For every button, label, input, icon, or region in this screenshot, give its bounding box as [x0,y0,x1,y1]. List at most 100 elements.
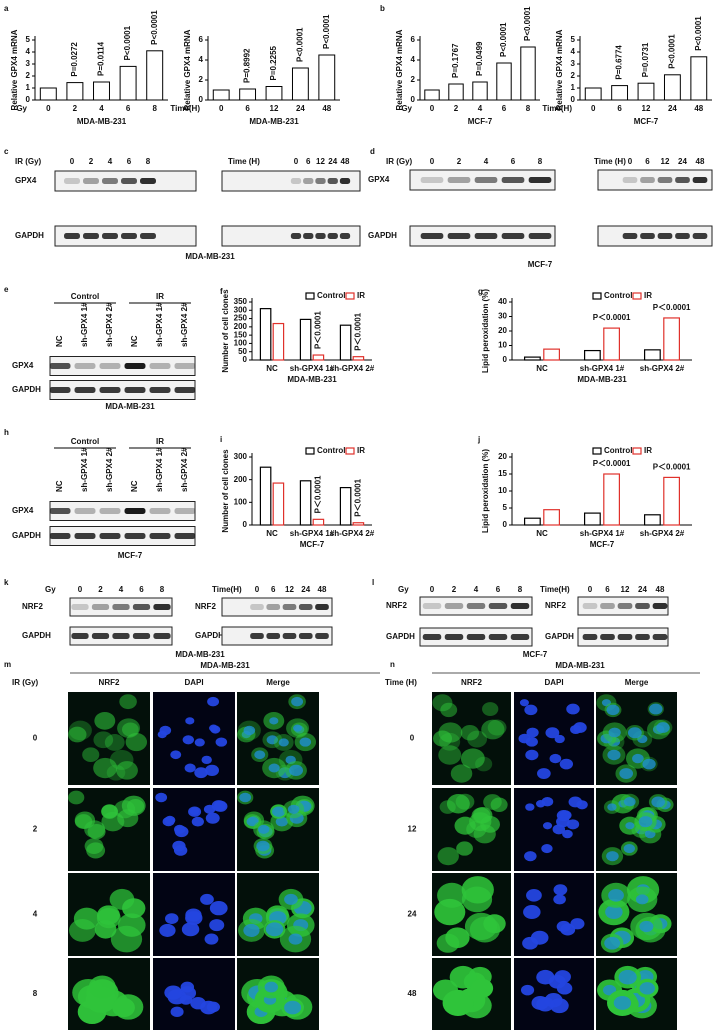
p-value: P<0.0001 [523,6,532,41]
blot-band [488,603,508,609]
lane-label: sh-GPX4 1# [155,447,164,492]
cell-nrf2 [461,886,493,913]
cell-nucleus [278,738,289,747]
group-header: IR [156,437,164,446]
cell-nucleus [553,884,568,896]
cell-nucleus [545,727,560,739]
cell-nucleus [637,734,648,744]
p-value: P＜0.0001 [653,303,691,312]
lane-label: 0 [430,157,435,166]
blot-band [692,233,708,239]
x-tick-label: NC [536,529,548,538]
x-tick-label: 4 [99,104,104,113]
blot-band [266,633,281,639]
blot-band [582,603,598,609]
blot-band [174,508,196,514]
blot-band [635,603,650,609]
cell-nrf2 [101,804,118,819]
bar [318,54,336,101]
y-tick-label: 100 [234,497,248,506]
blot-frame [597,169,713,191]
cell-nucleus [159,725,172,736]
y-tick-label: 0 [26,95,31,104]
bar [312,518,325,526]
group-header: IR [156,292,164,301]
blot-band [466,603,486,609]
lane-label: sh-GPX4 1# [80,447,89,492]
cell-nucleus [269,717,279,725]
blot-band [315,633,329,639]
panel-label: n [390,660,395,669]
cell-nucleus [623,797,636,807]
blot-band [99,363,121,369]
blot-band [124,387,146,393]
cell-nucleus [649,703,663,715]
cell-nrf2 [464,912,498,941]
cell-nucleus [209,724,219,732]
cell-nucleus [522,936,538,950]
panel-label: f [220,287,223,296]
blot-band [327,178,338,184]
blot-caption: MDA-MB-231 [175,650,225,659]
lane-label: 24 [678,157,687,166]
blot-band [91,633,110,639]
blot-band [174,533,196,539]
lane-header: Time(H) [540,585,570,594]
cell-nucleus [256,840,270,852]
cell-nucleus [531,996,549,1010]
cell-nrf2 [449,965,477,989]
bar [299,318,312,361]
cell-nucleus [568,796,583,808]
cell-nrf2 [456,841,473,856]
blot-band [102,178,118,184]
x-tick-label: NC [266,529,278,538]
blot-band [121,233,137,239]
blot-band [422,603,442,609]
row-label: GPX4 [15,176,37,185]
cell-nucleus [209,901,228,916]
y-tick-label: 10 [498,341,507,350]
legend-label: IR [357,291,365,300]
y-tick-label: 0 [571,95,576,104]
x-tick-label: 6 [617,104,622,113]
cell-nrf2 [125,732,148,752]
blot-band [622,177,638,183]
blot-band [83,178,99,184]
cell-nucleus [170,1006,184,1018]
x-tick-label: sh-GPX4 1# [580,529,625,538]
blot-band [622,233,638,239]
y-tick-label: 10 [498,486,507,495]
y-tick-label: 300 [234,452,248,461]
bar [312,354,325,361]
p-value: P=0.1767 [451,43,460,78]
cell-nrf2 [460,724,480,741]
cell-nucleus [258,824,270,834]
cell-nucleus [266,735,278,745]
bar [583,349,601,361]
lane-label: 0 [588,585,593,594]
cell-nucleus [554,970,571,984]
lane-header: Time(H) [212,585,242,594]
y-tick-label: 4 [199,55,204,64]
cell-nrf2 [68,720,92,741]
cell-nucleus [254,750,266,760]
row-label: NRF2 [22,602,43,611]
cell-nrf2 [450,764,473,783]
blot-band [675,233,690,239]
blot-band [121,178,137,184]
blot-band [640,177,655,183]
p-value: P<0.0001 [694,16,703,51]
blot-band [149,387,171,393]
blot-band [298,633,313,639]
y-tick-label: 6 [411,35,416,44]
blot-caption: MCF-7 [523,650,548,659]
blot-band [422,634,442,640]
y-tick-label: 4 [411,55,416,64]
blot-band [124,508,146,514]
bar [272,482,285,526]
cell-nucleus [284,1000,302,1015]
lane-label: 2 [89,157,94,166]
bar [291,67,309,101]
cell-nucleus [200,893,214,905]
cell-nucleus [554,734,565,744]
